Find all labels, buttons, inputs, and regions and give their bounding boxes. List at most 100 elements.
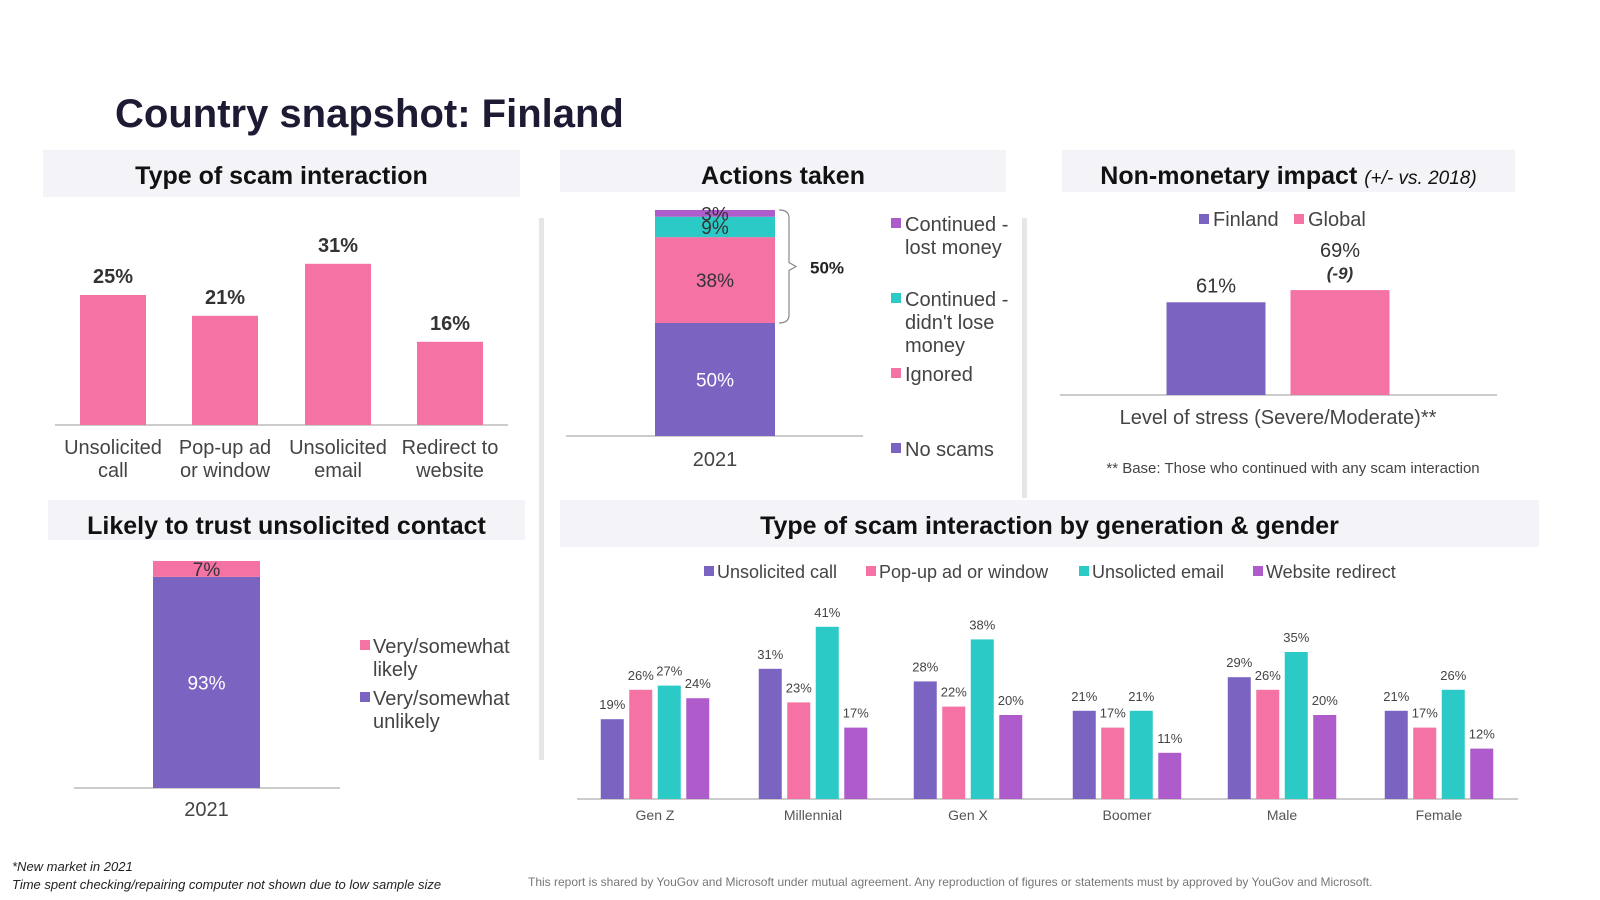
gen-data-label: 17%	[843, 706, 869, 721]
footnotes: *New market in 2021 Time spent checking/…	[12, 858, 441, 894]
gen-bar	[1158, 752, 1182, 799]
gen-data-label: 20%	[998, 693, 1024, 708]
actions-legend-label: Ignored	[905, 364, 973, 386]
divider-right	[1022, 218, 1027, 498]
scam-data-label: 21%	[205, 287, 245, 309]
impact-legend-label: Global	[1308, 209, 1366, 231]
gen-data-label: 26%	[1440, 668, 1466, 683]
gen-data-label: 11%	[1157, 731, 1182, 746]
impact-legend-label: Finland	[1213, 209, 1279, 231]
scam-category-label: call	[98, 460, 128, 482]
gen-legend-label: Pop-up ad or window	[879, 562, 1049, 582]
gen-bar	[1101, 727, 1125, 799]
footnote-sample-size: Time spent checking/repairing computer n…	[12, 877, 442, 892]
trust-segment-label: 93%	[187, 673, 225, 694]
trust-legend-label: Very/somewhat	[373, 688, 510, 710]
trust-legend-swatch	[360, 640, 370, 650]
scam-category-label: Redirect to	[402, 437, 499, 459]
gen-bar	[1470, 748, 1494, 799]
gen-data-label: 29%	[1226, 655, 1252, 670]
gen-legend-label: Unsolicited call	[717, 562, 837, 582]
generation-title: Type of scam interaction by generation &…	[760, 512, 1339, 540]
gen-bar	[758, 668, 782, 799]
trust-legend-label: unlikely	[373, 711, 440, 733]
gen-legend-swatch	[1253, 566, 1263, 576]
actions-taken-header: Actions taken	[560, 150, 1006, 192]
generation-header: Type of scam interaction by generation &…	[560, 500, 1539, 547]
gen-bar	[1413, 727, 1437, 799]
actions-legend-label: lost money	[905, 237, 1002, 259]
impact-data-label: 61%	[1196, 275, 1236, 297]
actions-segment-label: 38%	[696, 271, 734, 292]
trust-category-label: 2021	[184, 799, 229, 821]
gen-data-label: 35%	[1283, 630, 1309, 645]
actions-bracket-label: 50%	[810, 259, 844, 278]
scam-category-label: website	[415, 460, 484, 482]
impact-category-label: Level of stress (Severe/Moderate)**	[1120, 407, 1437, 429]
gen-category-label: Millennial	[784, 807, 842, 823]
gen-data-label: 38%	[969, 617, 995, 632]
gen-bar	[1284, 652, 1308, 799]
gen-data-label: 12%	[1469, 727, 1495, 742]
impact-legend-swatch	[1294, 214, 1304, 224]
gen-data-label: 19%	[599, 697, 625, 712]
type-of-scam-title: Type of scam interaction	[135, 162, 428, 190]
gen-category-label: Male	[1267, 807, 1298, 823]
gen-bar	[1256, 689, 1280, 799]
actions-legend-swatch	[891, 218, 901, 228]
non-monetary-title: Non-monetary impact	[1100, 162, 1358, 190]
gen-data-label: 31%	[757, 647, 783, 662]
trust-header: Likely to trust unsolicited contact	[48, 500, 525, 540]
impact-base-note: ** Base: Those who continued with any sc…	[1106, 460, 1479, 477]
gen-data-label: 24%	[685, 676, 711, 691]
actions-segment	[655, 323, 775, 436]
gen-data-label: 17%	[1100, 706, 1126, 721]
gen-legend-swatch	[704, 566, 714, 576]
gen-bar	[686, 698, 710, 799]
actions-legend-swatch	[891, 293, 901, 303]
gen-data-label: 23%	[786, 680, 812, 695]
gen-data-label: 26%	[628, 668, 654, 683]
type-of-scam-header: Type of scam interaction	[43, 150, 520, 197]
gen-bar	[1227, 677, 1251, 799]
gen-data-label: 41%	[814, 605, 840, 620]
gen-category-label: Gen Z	[636, 807, 675, 823]
actions-taken-title: Actions taken	[701, 162, 865, 190]
non-monetary-subtitle: (+/- vs. 2018)	[1364, 168, 1477, 189]
scam-bar	[305, 263, 371, 425]
scam-category-label: Unsolicited	[64, 437, 162, 459]
actions-legend-label: Continued -	[905, 289, 1008, 311]
actions-legend-swatch	[891, 443, 901, 453]
trust-segment-label: 7%	[193, 560, 221, 581]
gen-bar	[787, 702, 811, 799]
gen-data-label: 21%	[1383, 689, 1409, 704]
scam-data-label: 31%	[318, 235, 358, 257]
gen-data-label: 26%	[1255, 668, 1281, 683]
gen-bar	[600, 719, 624, 799]
actions-bracket	[778, 209, 798, 324]
impact-change-label: (-9)	[1327, 264, 1354, 283]
gen-data-label: 28%	[912, 659, 938, 674]
impact-legend-swatch	[1199, 214, 1209, 224]
gen-bar	[1072, 710, 1096, 799]
disclaimer: This report is shared by YouGov and Micr…	[528, 875, 1373, 889]
scam-data-label: 25%	[93, 266, 133, 288]
scam-category-label: email	[314, 460, 362, 482]
trust-legend-swatch	[360, 692, 370, 702]
actions-legend-label: didn't lose	[905, 312, 994, 334]
gen-data-label: 21%	[1071, 689, 1097, 704]
gen-bar	[999, 715, 1023, 799]
actions-segment	[655, 216, 775, 238]
gen-bar	[1384, 710, 1408, 799]
gen-data-label: 17%	[1412, 706, 1438, 721]
gen-data-label: 20%	[1312, 693, 1338, 708]
impact-data-label: 69%	[1320, 240, 1360, 262]
footnote-new-market: *New market in 2021	[12, 859, 133, 874]
actions-legend-label: No scams	[905, 439, 994, 461]
gen-legend-label: Unsolicted email	[1092, 562, 1224, 582]
gen-data-label: 27%	[656, 664, 682, 679]
gen-bar	[844, 727, 868, 799]
